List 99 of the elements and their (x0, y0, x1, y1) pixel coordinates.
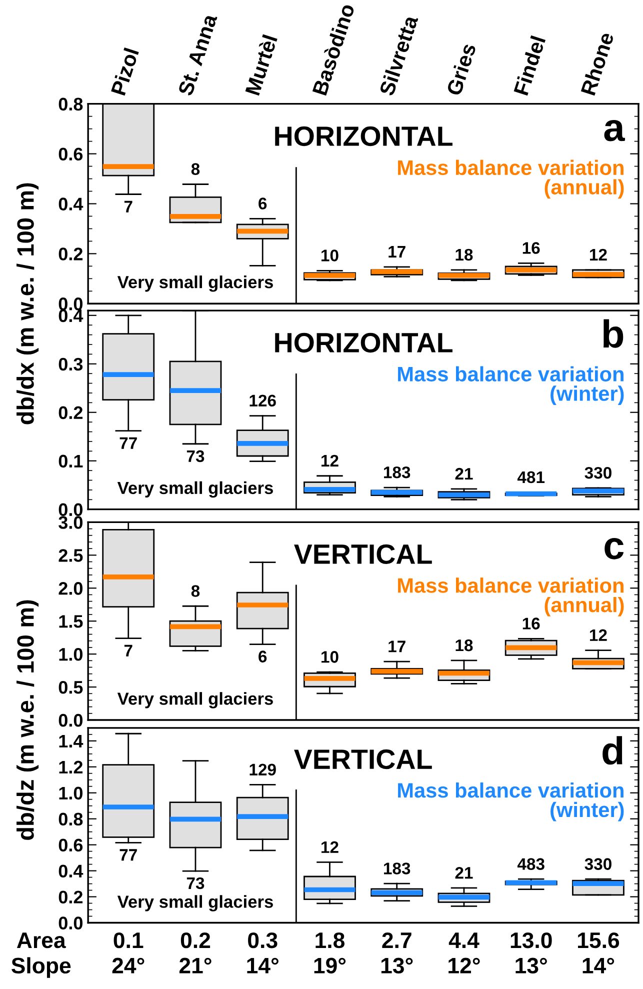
y-tick-label: 0.0 (58, 714, 82, 727)
text: 24° (112, 958, 144, 974)
annotation: 16 (522, 618, 540, 630)
x-tick-label: Murtèl (244, 34, 278, 96)
x-tick-label: Rhone (580, 31, 614, 96)
y-tick-label: 0.0 (58, 298, 82, 310)
y-tick-label: 3.0 (58, 516, 82, 529)
annotation: 21 (455, 468, 473, 480)
text: Slope (11, 957, 71, 978)
y-tick-label: 2.0 (58, 582, 82, 595)
y-tick-label: 0.4 (58, 198, 84, 210)
annotation: 16 (522, 242, 540, 254)
y-tick-label: 1.4 (59, 735, 84, 748)
text: 15.6 (578, 932, 620, 948)
y-tick-label: 0.2 (58, 890, 83, 904)
text: VERTICAL (294, 544, 432, 564)
annotation: 129 (250, 764, 276, 776)
text: 13° (516, 958, 547, 974)
text: 14° (582, 958, 614, 974)
annotation: c (604, 538, 624, 560)
annotation: 6 (258, 650, 267, 662)
annotation: 12 (590, 629, 607, 641)
annotation: 8 (191, 163, 200, 175)
annotation: 21 (455, 866, 473, 879)
x-tick-label: Findel (513, 35, 546, 96)
y-tick-label: 1.5 (59, 615, 83, 628)
annotation: 10 (322, 250, 338, 262)
annotation: 8 (191, 585, 200, 597)
annotation: 330 (584, 858, 612, 870)
y-tick-label: 0.4 (58, 864, 84, 878)
annotation: 483 (517, 858, 544, 870)
annotation: 126 (250, 394, 276, 406)
annotation: 6 (258, 198, 267, 210)
text: 1.8 (316, 932, 344, 948)
annotation: 18 (456, 248, 473, 261)
annotation: 183 (384, 466, 410, 478)
annotation: 12 (590, 248, 607, 260)
annotation: 7 (124, 644, 132, 656)
text: 0.2 (180, 932, 210, 948)
text: 2.7 (382, 932, 412, 948)
annotation: b (604, 319, 624, 348)
y-tick-label: 0.8 (58, 98, 83, 111)
annotation: Mass balance variation (winter) (398, 782, 624, 822)
text: HORIZONTAL (275, 126, 452, 146)
annotation: Very small glaciers (117, 895, 273, 912)
text: 0.1 (114, 932, 144, 948)
y-tick-label: 0.2 (58, 406, 83, 420)
y-tick-label: 0.6 (58, 838, 83, 852)
y-axis-title: db/dx (m w.e. / 100 m) (16, 183, 39, 424)
annotation: Mass balance variation (annual) (398, 578, 624, 616)
annotation: 183 (384, 862, 410, 874)
y-axis-title: db/dz (m w.e. / 100 m) (16, 600, 39, 840)
annotation: Mass balance variation (annual) (398, 160, 624, 199)
text: 19° (314, 958, 346, 974)
y-tick-label: 0.1 (58, 454, 83, 468)
annotation: 18 (456, 639, 473, 652)
text: 0.3 (248, 932, 278, 948)
annotation: Very small glaciers (117, 692, 273, 708)
annotation: d (602, 736, 622, 765)
annotation: 73 (186, 877, 204, 890)
annotation: Mass balance variation (winter) (398, 366, 624, 406)
annotation: 12 (322, 454, 338, 466)
x-tick-label: St. Anna (178, 12, 218, 96)
y-tick-label: 0.0 (58, 916, 82, 930)
y-tick-label: 0.6 (58, 148, 83, 161)
y-tick-label: 1.0 (59, 786, 82, 800)
x-tick-label: Gries (446, 42, 476, 96)
y-tick-label: 0.3 (58, 358, 83, 371)
text: 12° (448, 958, 480, 974)
annotation: 77 (120, 437, 137, 449)
text: 21° (179, 958, 212, 974)
annotation: 330 (584, 466, 612, 479)
text: 13° (381, 958, 413, 974)
text: 13.0 (510, 932, 552, 948)
y-tick-label: 0.0 (58, 503, 82, 516)
text: VERTICAL (294, 749, 432, 770)
y-tick-label: 2.5 (58, 549, 83, 562)
text: 14° (247, 958, 278, 974)
annotation: 12 (322, 841, 338, 853)
annotation: 7 (124, 200, 132, 212)
y-tick-label: 0.5 (58, 680, 83, 694)
annotation: Very small glaciers (117, 276, 273, 292)
y-tick-label: 0.8 (58, 812, 83, 826)
annotation: 10 (322, 651, 338, 663)
annotation: Very small glaciers (117, 481, 273, 498)
annotation: 77 (120, 849, 137, 861)
text: HORIZONTAL (275, 332, 452, 353)
annotation: 17 (388, 246, 406, 258)
y-tick-label: 0.2 (58, 248, 83, 260)
text: 4.4 (448, 932, 480, 948)
annotation: 73 (186, 450, 204, 462)
x-tick-label: Pizol (110, 47, 140, 96)
y-tick-label: 1.0 (59, 648, 82, 661)
y-tick-label: 1.2 (59, 760, 83, 774)
y-tick-label: 0.4 (58, 309, 84, 322)
annotation: 481 (517, 471, 545, 484)
text: Area (16, 932, 66, 948)
annotation: a (604, 120, 625, 142)
annotation: 17 (388, 640, 406, 652)
